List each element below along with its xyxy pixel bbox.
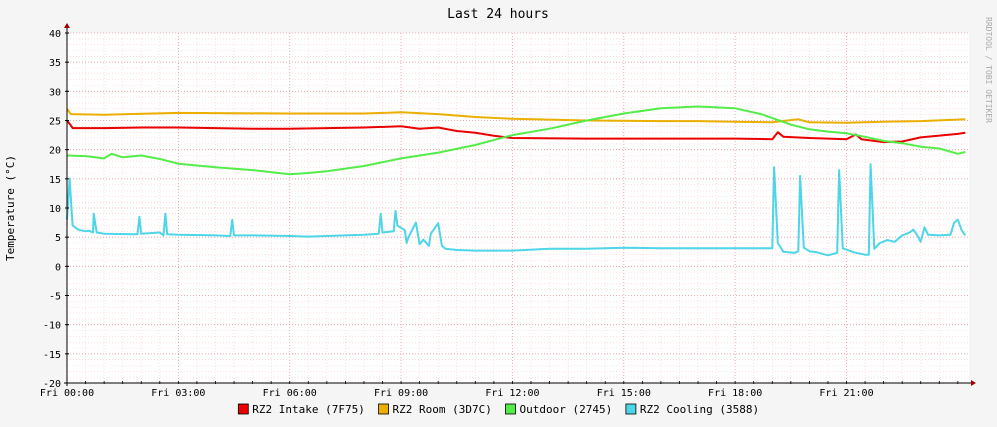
legend-swatch-0 <box>237 403 249 415</box>
axes <box>64 23 976 386</box>
x-axis-arrow <box>971 380 976 386</box>
x-tick-label: Fri 21:00 <box>819 388 873 399</box>
y-tick-label: -5 <box>49 292 61 303</box>
y-axis-label: Temperature (°C) <box>4 155 17 261</box>
x-tick-label: Fri 03:00 <box>151 388 205 399</box>
chart-title: Last 24 hours <box>447 7 549 22</box>
y-tick-label: 5 <box>55 233 61 244</box>
legend: RZ2 Intake (7F75) RZ2 Room (3D7C) Outdoor … <box>237 403 759 416</box>
y-tick-label: 30 <box>49 87 61 98</box>
legend-label-1: RZ2 Room (3D7C) <box>393 403 492 416</box>
x-tick-label: Fri 00:00 <box>40 388 94 399</box>
legend-label-2: Outdoor (2745) <box>520 403 613 416</box>
x-tick-labels: Fri 00:00 Fri 03:00 Fri 06:00 Fri 09:00 Fri … <box>40 388 874 399</box>
x-tick-label: Fri 06:00 <box>263 388 317 399</box>
series-lines <box>66 105 967 257</box>
y-tick-label: -20 <box>43 379 61 390</box>
series-line-2 <box>66 105 966 176</box>
y-tick-label: 0 <box>55 262 61 273</box>
x-tick-label: Fri 09:00 <box>374 388 428 399</box>
y-tick-label: 10 <box>49 204 61 215</box>
y-tick-label: -15 <box>43 350 61 361</box>
y-axis-arrow <box>64 23 70 28</box>
grid <box>66 32 969 384</box>
legend-swatch-3 <box>625 403 637 415</box>
y-tick-label: 25 <box>49 117 61 128</box>
x-tick-label: Fri 18:00 <box>708 388 762 399</box>
watermark: RRDTOOL / TOBI OETIKER <box>984 17 993 123</box>
legend-swatch-1 <box>378 403 389 415</box>
x-tick-label: Fri 15:00 <box>597 388 651 399</box>
y-tick-label: 20 <box>49 146 61 157</box>
legend-label-0: RZ2 Intake (7F75) <box>252 403 365 416</box>
y-tick-label: -10 <box>43 321 61 332</box>
series-line-3 <box>66 163 967 257</box>
y-tick-label: 35 <box>49 58 61 69</box>
x-tick-label: Fri 12:00 <box>485 388 539 399</box>
y-tick-label: 40 <box>49 29 61 40</box>
y-tick-labels: 40 35 30 25 20 15 10 5 0 -5 -10 -15 -20 <box>43 29 61 390</box>
legend-label-3: RZ2 Cooling (3588) <box>640 403 759 416</box>
y-tick-label: 15 <box>49 175 61 186</box>
legend-swatch-2 <box>505 403 516 415</box>
